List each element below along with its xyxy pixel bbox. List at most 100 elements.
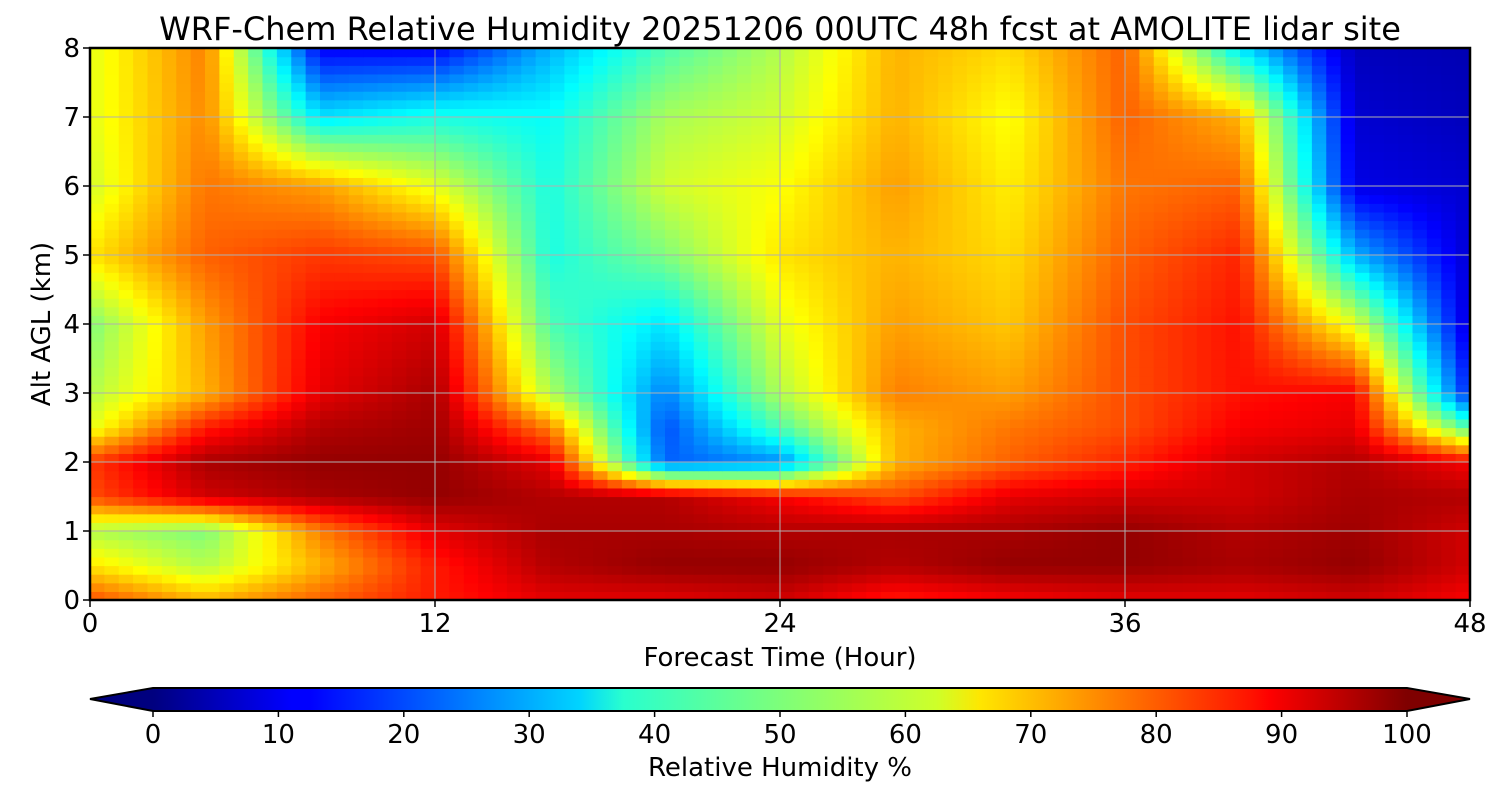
heatmap-cell [895,246,910,256]
heatmap-cell [1355,410,1370,420]
heatmap-cell [1283,479,1299,489]
heatmap-cell [650,272,666,282]
heatmap-cell [650,306,666,316]
heatmap-cell [1254,539,1270,549]
heatmap-cell [478,513,494,523]
heatmap-cell [679,418,695,429]
heatmap-cell [248,246,264,256]
heatmap-cell [161,410,177,420]
heatmap-cell [751,401,767,411]
heatmap-cell [1355,358,1370,368]
heatmap-cell [593,479,609,489]
heatmap-cell [1355,367,1370,377]
heatmap-cell [1340,246,1356,256]
heatmap-cell [650,255,666,265]
heatmap-cell [420,375,436,385]
heatmap-cell [1268,505,1284,515]
heatmap-cell [621,160,637,170]
heatmap-cell [1038,246,1054,256]
heatmap-cell [550,203,565,213]
heatmap-cell [176,513,192,523]
heatmap-cell [1426,151,1442,161]
heatmap-cell [794,479,810,489]
heatmap-cell [1168,505,1184,515]
heatmap-cell [1067,513,1083,523]
heatmap-cell [1326,263,1342,273]
heatmap-cell [1125,151,1140,161]
heatmap-cell [636,220,652,230]
heatmap-cell [377,418,393,429]
heatmap-cell [334,470,350,480]
heatmap-cell [765,418,781,429]
heatmap-cell [1326,513,1342,523]
heatmap-cell [578,263,594,273]
heatmap-cell [966,332,982,342]
heatmap-cell [693,255,709,265]
heatmap-cell [837,556,853,567]
heatmap-cell [880,315,896,325]
heatmap-cell [780,436,795,446]
heatmap-cell [808,306,824,316]
heatmap-cell [535,384,551,394]
heatmap-cell [1010,177,1025,187]
heatmap-cell [1297,272,1313,282]
heatmap-cell [1369,280,1385,291]
heatmap-cell [995,280,1011,291]
heatmap-cell [1182,574,1198,584]
heatmap-cell [1240,341,1255,351]
heatmap-cell [995,574,1011,584]
heatmap-cell [463,177,479,187]
heatmap-cell [1010,160,1025,170]
heatmap-cell [133,513,149,523]
heatmap-cell [866,186,882,196]
heatmap-cell [1024,341,1040,351]
heatmap-cell [808,410,824,420]
heatmap-cell [981,548,997,558]
heatmap-cell [133,332,149,342]
heatmap-cell [866,487,882,498]
heatmap-cell [995,462,1011,472]
heatmap-cell [866,539,882,549]
heatmap-cell [1067,496,1083,506]
heatmap-cell [248,194,264,204]
heatmap-cell [334,324,350,334]
heatmap-cell [1311,306,1327,316]
heatmap-cell [780,341,795,351]
heatmap-cell [593,160,609,170]
heatmap-cell [90,582,105,592]
heatmap-cell [248,479,264,489]
heatmap-cell [1283,548,1299,558]
heatmap-cell [420,565,436,575]
heatmap-cell [205,220,220,230]
heatmap-cell [1441,531,1457,541]
heatmap-cell [1326,306,1342,316]
heatmap-cell [679,574,695,584]
heatmap-cell [104,237,120,247]
heatmap-cell [995,470,1011,480]
heatmap-cell [104,194,120,204]
heatmap-cell [981,272,997,282]
heatmap-cell [1168,436,1184,446]
heatmap-cell [1067,565,1083,575]
heatmap-cell [248,324,264,334]
heatmap-cell [851,358,867,368]
heatmap-cell [794,272,810,282]
heatmap-cell [1383,246,1399,256]
heatmap-cell [880,341,896,351]
heatmap-cell [578,186,594,196]
heatmap-cell [1383,194,1399,204]
heatmap-cell [1225,418,1241,429]
heatmap-cell [650,393,666,403]
heatmap-cell [1110,306,1126,316]
heatmap-cell [205,393,220,403]
heatmap-cell [161,539,177,549]
heatmap-cell [966,375,982,385]
heatmap-cell [1211,229,1227,239]
heatmap-cell [219,522,235,532]
heatmap-cell [593,453,609,463]
heatmap-cell [607,237,623,247]
heatmap-cell [693,427,709,437]
heatmap-cell [938,341,954,351]
heatmap-cell [1311,263,1327,273]
heatmap-cell [837,272,853,282]
